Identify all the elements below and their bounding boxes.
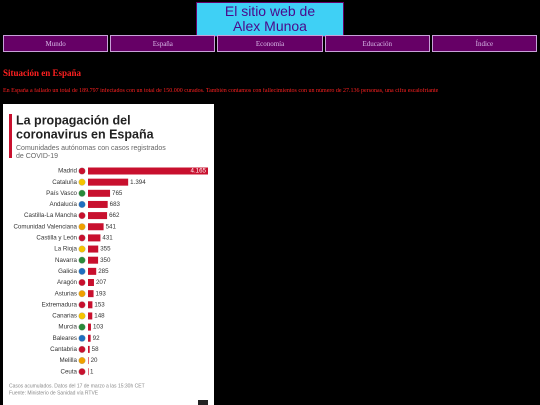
category-label: Baleares	[53, 335, 77, 342]
flag-icon	[78, 290, 86, 298]
site-title: El sitio web de	[224, 3, 316, 19]
flag-icon	[78, 212, 86, 220]
category-label: Extremadura	[42, 301, 78, 308]
value-label: 92	[93, 335, 100, 342]
flag-icon	[78, 245, 86, 253]
bar	[88, 368, 89, 376]
category-label: Ceuta	[60, 368, 77, 375]
category-label: Castilla y León	[36, 235, 77, 242]
flag-icon	[78, 267, 86, 275]
bar	[88, 223, 104, 231]
value-label: 58	[92, 346, 99, 353]
value-label: 662	[109, 212, 120, 219]
flag-icon	[78, 178, 86, 186]
flag-icon	[78, 223, 86, 231]
flag-icon	[78, 279, 86, 286]
bar	[88, 256, 99, 264]
site-header: El sitio web de Alex Munoa	[196, 2, 344, 37]
value-label: 153	[94, 301, 105, 308]
category-label: Cataluña	[52, 179, 77, 186]
value-label: 765	[112, 190, 123, 197]
category-label: Melilla	[59, 357, 77, 364]
nav-bar: Mundo España Economía Educación Índice	[3, 35, 538, 52]
chart-title: coronavirus en España	[16, 127, 155, 141]
chart-title: La propagación del	[16, 113, 131, 127]
chart-subtitle: de COVID-19	[16, 153, 58, 160]
bar	[88, 200, 108, 208]
category-label: Galicia	[58, 268, 77, 275]
value-label: 541	[106, 223, 117, 230]
card-bg	[3, 104, 214, 405]
category-label: Andalucía	[49, 201, 77, 208]
nav-button[interactable]: Mundo	[3, 35, 109, 52]
logo	[198, 400, 208, 405]
category-label: Cantabria	[50, 346, 77, 353]
bar	[88, 290, 94, 298]
flag-icon	[78, 189, 86, 197]
value-label: 431	[102, 235, 113, 242]
nav-button[interactable]: Índice	[431, 35, 538, 52]
footnote: Fuente: Ministerio de Sanidad vía RTVE	[9, 390, 99, 396]
chart-subtitle: Comunidades autónomas con casos registra…	[16, 145, 166, 152]
flag-icon	[78, 301, 86, 309]
flag-icon	[78, 234, 86, 242]
value-label: 4.165	[191, 168, 207, 175]
flag-icon	[78, 323, 86, 331]
value-label: 683	[110, 201, 121, 208]
value-label: 207	[96, 279, 107, 286]
bar	[88, 234, 101, 242]
bar	[88, 212, 108, 220]
category-label: Navarra	[55, 257, 78, 264]
flag-icon	[78, 312, 86, 320]
infographic: La propagación del coronavirus en España…	[3, 104, 214, 405]
category-label: Canarias	[52, 313, 77, 320]
flag-icon	[78, 345, 86, 353]
category-label: Comunidad Valenciana	[13, 223, 77, 230]
bar	[88, 267, 97, 275]
footnote: Casos acumulados. Datos del 17 de marzo …	[9, 383, 145, 389]
value-label: 148	[94, 313, 105, 320]
category-label: La Rioja	[54, 246, 77, 253]
bar	[88, 345, 90, 353]
bar	[88, 312, 93, 320]
bar	[88, 189, 111, 197]
nav-button[interactable]: Economía	[217, 35, 323, 52]
value-label: 355	[100, 246, 111, 253]
value-label: 20	[91, 357, 98, 364]
flag-icon	[78, 167, 86, 175]
value-label: 1.394	[130, 179, 146, 186]
flag-icon	[78, 357, 86, 364]
accent-bar	[9, 114, 12, 158]
flag-icon	[78, 200, 86, 208]
nav-button[interactable]: España	[110, 35, 216, 52]
value-label: 285	[98, 268, 109, 275]
category-label: Castilla-La Mancha	[24, 212, 78, 219]
category-label: Madrid	[58, 168, 77, 175]
section-heading: Situación en España	[3, 68, 82, 78]
value-label: 193	[96, 290, 107, 297]
bar	[88, 167, 208, 175]
category-label: Aragón	[57, 279, 78, 286]
nav-button[interactable]: Educación	[324, 35, 430, 52]
bar	[88, 357, 89, 365]
bar	[88, 178, 129, 186]
site-title: Alex Munoa	[233, 18, 307, 34]
category-label: Asturias	[55, 290, 77, 297]
bar	[88, 245, 99, 253]
value-label: 350	[100, 257, 111, 264]
flag-icon	[78, 256, 86, 264]
value-label: 103	[93, 324, 104, 331]
bar	[88, 301, 93, 309]
section-text: En España a fallado un total de 189.797 …	[3, 88, 439, 94]
category-label: Murcia	[58, 324, 77, 331]
flag-icon	[78, 334, 86, 342]
bar	[88, 323, 91, 331]
bar	[88, 279, 94, 286]
category-label: País Vasco	[46, 190, 77, 197]
flag-icon	[78, 368, 86, 376]
bar	[88, 334, 91, 342]
value-label: 1	[90, 368, 94, 375]
